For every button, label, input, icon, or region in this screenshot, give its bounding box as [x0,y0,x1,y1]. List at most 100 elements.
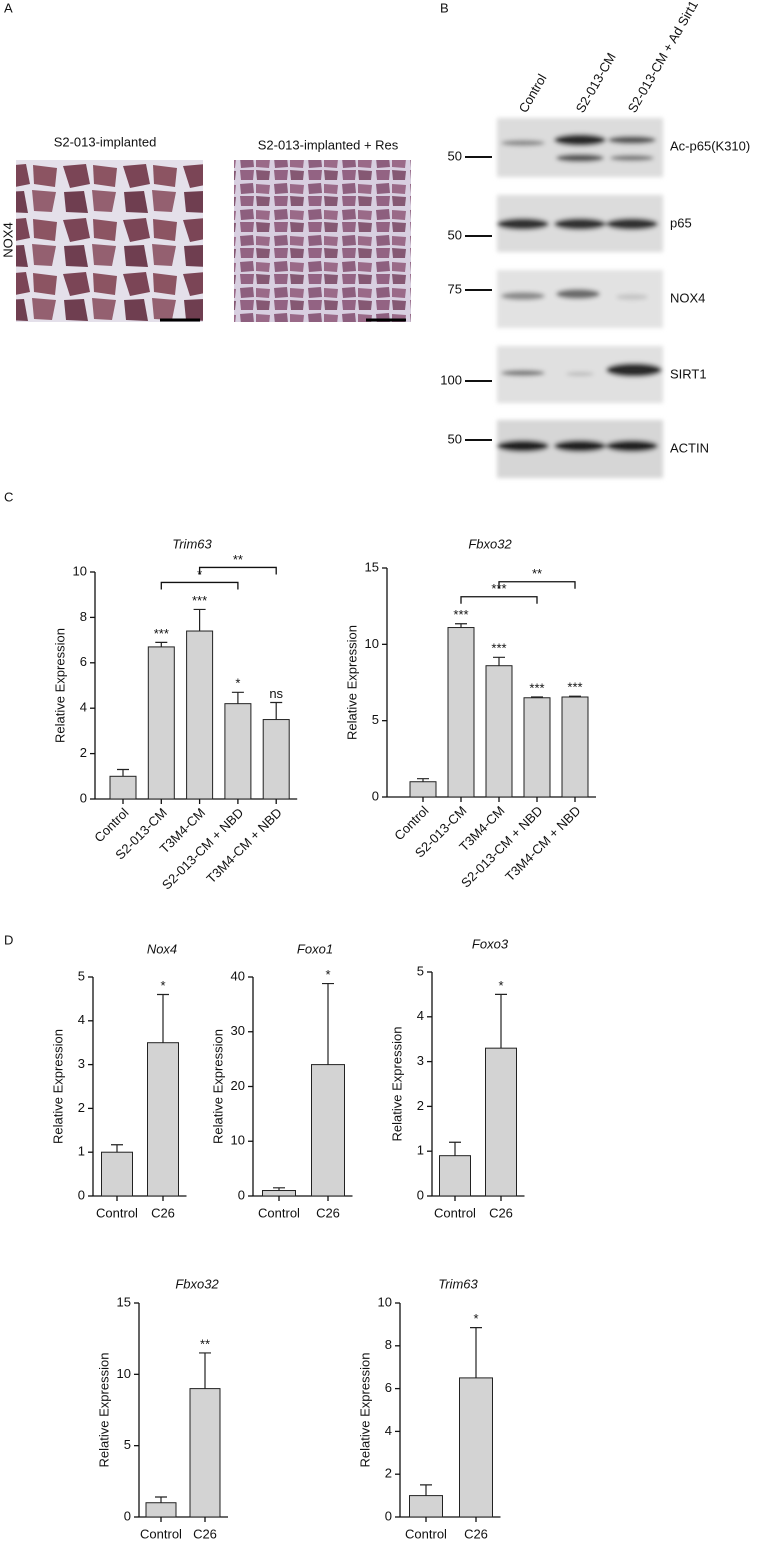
y-tick-label: 2 [78,1100,85,1115]
y-tick-label: 1 [417,1143,424,1158]
error-bar [273,1187,285,1191]
y-tick-label: 2 [417,1098,424,1113]
lane-label: S2-013-CM [573,50,619,115]
bar [109,775,137,800]
bar-chart: Foxo3 Relative Expression 0 1 2 3 4 5 Control C26… [389,936,525,1220]
y-axis-label: Relative Expression [50,1029,65,1144]
chart-title: Foxo3 [472,936,509,951]
bar-chart: Nox4 Relative Expression 0 1 2 3 4 5 Control C26 * [50,941,187,1220]
chart-title: Fbxo32 [468,536,512,551]
y-tick-label: 10 [73,563,87,578]
x-tick-label: Control [434,1205,476,1220]
marker-label: 75 [448,281,462,296]
y-tick-label: 8 [385,1337,392,1352]
y-tick-label: 0 [417,1187,424,1202]
y-tick-label: 5 [124,1437,131,1452]
significance-label: * [473,1311,478,1326]
chart-title: Foxo1 [297,941,333,956]
chart-title: Fbxo32 [175,1276,219,1291]
bar [409,781,437,798]
y-tick-label: 0 [80,790,87,805]
x-tick-label: C26 [489,1205,513,1220]
y-tick-label: 3 [78,1056,85,1071]
y-tick-label: 0 [78,1187,85,1202]
marker-label: 50 [448,431,462,446]
significance-label: ns [269,686,283,701]
y-tick-label: 5 [78,968,85,983]
y-tick-label: 0 [238,1187,245,1202]
error-bar [569,695,581,698]
y-axis-label: Relative Expression [210,1029,225,1144]
significance-bracket [460,596,538,604]
y-axis-label: Relative Expression [389,1027,404,1142]
y-tick-label: 20 [231,1078,245,1093]
significance-label: *** [154,626,169,641]
y-tick-label: 10 [231,1133,245,1148]
y-tick-label: 2 [385,1466,392,1481]
x-tick-label: Control [405,1526,447,1541]
image-title: S2-013-implanted + Res [258,137,399,152]
y-tick-label: 40 [231,968,245,983]
y-tick-label: 4 [417,1008,424,1023]
error-bar [155,1496,167,1503]
bar [147,1042,179,1197]
blot-label: p65 [670,215,692,230]
significance-label: * [160,978,165,993]
bar [523,697,551,798]
bar-chart: Foxo1 Relative Expression 0 10 20 30 40 Control… [210,941,353,1220]
error-bar [531,696,543,698]
western-blot: Control S2-013-CM S2-013-CM + Ad Sirt1 Ac-p… [440,0,750,478]
error-bar [322,982,334,1065]
panel-label: B [440,0,449,15]
bracket-label: ** [233,552,243,567]
x-tick-label: Control [96,1205,138,1220]
y-tick-label: 0 [385,1508,392,1523]
bar [561,696,589,798]
error-bar [449,1141,461,1156]
marker-label: 100 [440,372,462,387]
significance-bracket [198,566,277,575]
y-tick-label: 10 [365,636,379,651]
bar [262,719,290,800]
bar [311,1064,345,1197]
y-tick-label: 1 [78,1144,85,1159]
significance-label: * [325,967,330,982]
y-tick-label: 6 [385,1380,392,1395]
y-tick-label: 30 [231,1023,245,1038]
bands [497,118,663,478]
error-bar [199,1352,211,1389]
histology-image [234,160,411,322]
bar [186,630,214,800]
error-bar [155,641,168,647]
bar-chart: Trim63 Relative Expression 0 2 4 6 8 10 Control C… [357,1276,501,1541]
histology-image [16,160,203,322]
significance-label: *** [491,641,506,656]
error-bar [231,691,244,704]
bar [485,665,513,798]
marker-label: 50 [448,227,462,242]
significance-label: *** [529,680,544,695]
x-tick-label: C26 [151,1205,175,1220]
y-axis-label: Relative Expression [344,625,359,740]
bar [409,1495,443,1518]
bar [147,646,175,800]
bar [485,1047,517,1197]
bar-chart: Fbxo32 Relative Expression 0 5 10 15 Control C2… [96,1276,228,1541]
y-tick-label: 10 [378,1294,392,1309]
y-tick-label: 4 [80,700,87,715]
bar [262,1190,296,1197]
y-tick-label: 2 [80,745,87,760]
significance-label: *** [453,607,468,622]
lane-label: Control [516,71,550,115]
y-tick-label: 10 [117,1366,131,1381]
row-label: NOX4 [0,222,15,257]
x-tick-label: C26 [464,1526,488,1541]
significance-bracket [160,581,239,590]
bracket-label: ** [532,566,542,581]
y-tick-label: 4 [385,1423,392,1438]
blot-label: SIRT1 [670,366,707,381]
error-bar [157,993,169,1043]
